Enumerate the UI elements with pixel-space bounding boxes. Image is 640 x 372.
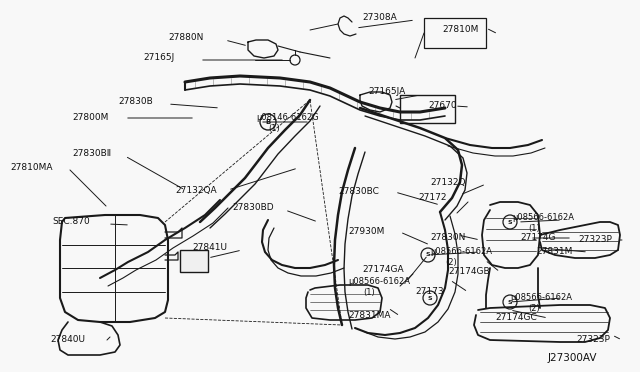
Text: 27174GC: 27174GC	[495, 314, 537, 323]
Text: (1): (1)	[268, 124, 280, 132]
Text: 27831MA: 27831MA	[348, 311, 390, 320]
Text: (2): (2)	[445, 257, 457, 266]
Text: µ08566-6162A: µ08566-6162A	[510, 294, 572, 302]
Text: (1): (1)	[363, 288, 375, 296]
Text: 27830BD: 27830BD	[232, 203, 274, 212]
Text: 27173: 27173	[415, 288, 444, 296]
Text: 27810MA: 27810MA	[10, 164, 52, 173]
Text: 27308A: 27308A	[362, 13, 397, 22]
Bar	[400, 95, 455, 123]
Text: 27174GB: 27174GB	[448, 267, 490, 276]
Text: B: B	[266, 119, 271, 125]
Text: 27831M: 27831M	[536, 247, 572, 257]
Text: 27840U: 27840U	[50, 336, 85, 344]
Text: S: S	[508, 219, 512, 224]
Text: µ08146-6162G: µ08146-6162G	[256, 113, 319, 122]
Text: 27174G: 27174G	[520, 234, 556, 243]
Text: 27810M: 27810M	[442, 26, 478, 35]
Text: (2): (2)	[528, 304, 540, 312]
Text: S: S	[426, 253, 430, 257]
Text: (1): (1)	[528, 224, 540, 232]
Text: 27800M: 27800M	[72, 112, 108, 122]
Text: µ08566-6162A: µ08566-6162A	[430, 247, 492, 257]
Text: SEC.870: SEC.870	[52, 218, 90, 227]
Text: 27830B: 27830B	[118, 97, 153, 106]
Text: S: S	[428, 295, 432, 301]
Text: 27165J: 27165J	[143, 54, 174, 62]
Text: 27830BC: 27830BC	[338, 187, 379, 196]
Bar	[424, 18, 486, 48]
Text: S: S	[508, 299, 512, 305]
Text: 27165JA: 27165JA	[368, 87, 405, 96]
Text: 27930M: 27930M	[348, 228, 385, 237]
Text: 27323P: 27323P	[578, 235, 612, 244]
Text: 27172: 27172	[418, 193, 447, 202]
Text: J27300AV: J27300AV	[548, 353, 598, 363]
Text: 27132Q: 27132Q	[430, 177, 465, 186]
Text: 27670: 27670	[428, 100, 456, 109]
Text: 27830N: 27830N	[430, 234, 465, 243]
Bar	[180, 250, 208, 272]
Text: 27323P: 27323P	[576, 336, 610, 344]
Text: 27132QA: 27132QA	[175, 186, 216, 195]
Text: 27841U: 27841U	[192, 244, 227, 253]
Text: 27830BⅡ: 27830BⅡ	[72, 150, 111, 158]
Text: 27880N: 27880N	[168, 33, 204, 42]
Text: 27174GA: 27174GA	[362, 266, 404, 275]
Text: µ08566-6162A: µ08566-6162A	[348, 278, 410, 286]
Text: µ08566-6162A: µ08566-6162A	[512, 214, 574, 222]
